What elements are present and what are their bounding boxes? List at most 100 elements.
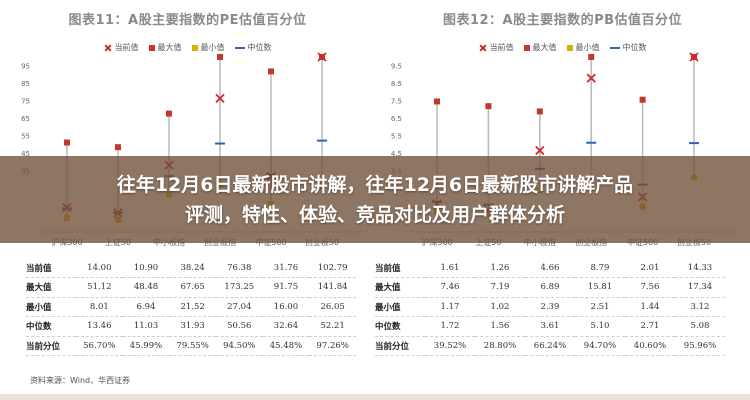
y-tick-label: 65 xyxy=(21,115,30,123)
max-marker xyxy=(217,54,223,60)
table-cell: 56.70% xyxy=(76,336,123,356)
table-row: 当前值 14.00 10.90 38.24 76.38 31.76 102.79 xyxy=(26,258,356,278)
table-cell: 32.64 xyxy=(262,316,310,337)
current-marker-stroke xyxy=(586,73,596,83)
current-marker xyxy=(317,52,327,62)
table-cell: 14.00 xyxy=(76,258,123,278)
y-tick-label: 55 xyxy=(21,132,30,140)
legend-current: 当前值 xyxy=(104,42,139,53)
legend-max: 最大值 xyxy=(523,42,557,53)
legend-max: 最大值 xyxy=(148,42,182,53)
pb-panel: 图表12：A股主要指数的PB估值百分位 当前值 最大值 最小值 中位数 9.5 8… xyxy=(375,0,750,400)
row-label: 中位数 xyxy=(375,316,425,337)
y-tick-label: 5.5 xyxy=(391,132,402,140)
table-row: 最大值 7.46 7.19 6.89 15.81 7.56 17.34 xyxy=(375,277,725,298)
table-cell: 1.44 xyxy=(625,297,675,317)
table-cell: 7.56 xyxy=(625,277,675,298)
row-label: 最大值 xyxy=(375,277,425,298)
chart-legend: 当前值 最大值 最小值 中位数 xyxy=(375,42,750,53)
y-tick-label: 95 xyxy=(21,62,30,70)
y-tick-label: 75 xyxy=(21,97,30,105)
table-cell: 1.17 xyxy=(425,297,475,317)
pe-panel: 图表11：A股主要指数的PE估值百分位 当前值 最大值 最小值 中位数 95 85… xyxy=(0,0,375,400)
row-label: 当前分位 xyxy=(26,336,76,356)
current-marker-stroke xyxy=(317,52,327,62)
current-marker xyxy=(689,52,699,62)
bar-icon xyxy=(234,46,245,49)
table-cell: 79.55% xyxy=(169,336,216,356)
table-row: 最小值 1.17 1.02 2.39 2.51 1.44 3.12 xyxy=(375,297,725,317)
source-note: 资料来源：Wind，华西证券 xyxy=(30,376,131,385)
table-cell: 48.48 xyxy=(122,277,170,298)
row-label: 当前分位 xyxy=(375,336,425,356)
table-cell: 31.76 xyxy=(262,258,310,278)
square-icon xyxy=(566,44,573,51)
table-row: 当前分位 39.52% 28.80% 66.24% 94.70% 40.60% 95.96% xyxy=(375,336,725,356)
table-cell: 2.39 xyxy=(525,297,575,317)
table-cell: 2.01 xyxy=(625,258,675,278)
table-cell: 3.12 xyxy=(675,297,725,317)
row-label: 最大值 xyxy=(26,277,76,298)
current-marker-stroke xyxy=(215,93,225,103)
table-cell: 1.02 xyxy=(475,297,525,317)
row-label: 中位数 xyxy=(26,316,76,337)
table-cell: 141.84 xyxy=(309,277,356,298)
table-cell: 38.24 xyxy=(169,258,216,278)
table-cell: 91.75 xyxy=(262,277,310,298)
square-icon xyxy=(191,44,198,51)
table-cell: 39.52% xyxy=(425,336,475,356)
square-icon xyxy=(148,44,155,51)
table-cell: 5.08 xyxy=(675,316,725,337)
y-tick-label: 8.5 xyxy=(391,80,402,88)
table-row: 最小值 8.01 6.94 21.52 27.04 16.00 26.05 xyxy=(26,297,356,317)
chart-legend: 当前值 最大值 最小值 中位数 xyxy=(0,42,375,53)
pe-stats-table: 当前值 14.00 10.90 38.24 76.38 31.76 102.79 最大值 51.… xyxy=(26,258,356,356)
table-cell: 2.51 xyxy=(575,297,625,317)
row-label: 当前值 xyxy=(375,258,425,278)
current-marker-stroke xyxy=(535,145,545,156)
y-tick-label: 45 xyxy=(21,150,30,158)
table-cell: 1.72 xyxy=(425,316,475,337)
table-cell: 3.61 xyxy=(525,316,575,337)
chart-title: 图表12：A股主要指数的PB估值百分位 xyxy=(442,13,683,28)
table-cell: 10.90 xyxy=(122,258,170,278)
legend-median: 中位数 xyxy=(609,42,647,53)
table-cell: 15.81 xyxy=(575,277,625,298)
y-tick-label: 7.5 xyxy=(391,97,402,105)
table-cell: 7.19 xyxy=(475,277,525,298)
pb-stats-table: 当前值 1.61 1.26 4.66 8.79 2.01 14.33 最大值 7.46 7.19 6… xyxy=(375,258,725,356)
y-tick-label: 9.5 xyxy=(391,62,402,70)
y-tick-label: 85 xyxy=(21,80,30,88)
row-label: 当前值 xyxy=(26,258,76,278)
table-cell: 94.70% xyxy=(575,336,625,356)
current-marker xyxy=(215,93,225,103)
table-cell: 94.50% xyxy=(215,336,263,356)
table-cell: 17.34 xyxy=(675,277,725,298)
legend-median: 中位数 xyxy=(234,42,272,53)
table-cell: 45.48% xyxy=(262,336,310,356)
table-cell: 6.89 xyxy=(525,277,575,298)
table-cell: 2.71 xyxy=(625,316,675,337)
bottom-strip xyxy=(0,394,750,400)
legend-min: 最小值 xyxy=(566,42,600,53)
max-marker xyxy=(639,96,646,103)
banner-line-1: 往年12月6日最新股市讲解，往年12月6日最新股市讲解产品 xyxy=(116,173,634,196)
table-row: 最大值 51.12 48.48 67.65 173.25 91.75 141.84 xyxy=(26,277,356,298)
current-marker-stroke xyxy=(689,52,699,62)
table-cell: 1.61 xyxy=(425,258,475,278)
table-cell: 50.56 xyxy=(215,316,263,337)
table-cell: 173.25 xyxy=(215,277,263,298)
table-cell: 45.99% xyxy=(122,336,170,356)
table-cell: 7.46 xyxy=(425,277,475,298)
max-marker xyxy=(434,98,440,105)
table-cell: 51.12 xyxy=(76,277,123,298)
legend-current: 当前值 xyxy=(479,42,514,53)
bar-icon xyxy=(609,46,620,49)
table-cell: 11.03 xyxy=(122,316,170,337)
table-cell: 14.33 xyxy=(675,258,725,278)
table-cell: 102.79 xyxy=(309,258,356,278)
max-marker xyxy=(485,103,492,110)
table-cell: 27.04 xyxy=(215,297,263,317)
banner-line-2: 评测，特性、体验、竞品对比及用户群体分析 xyxy=(184,203,565,226)
